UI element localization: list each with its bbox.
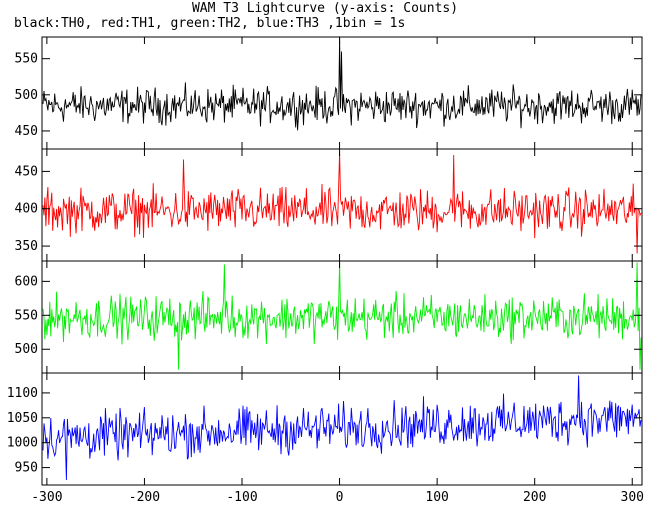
series-line-th1 bbox=[42, 151, 642, 254]
y-tick-label: 400 bbox=[15, 202, 38, 217]
series-line-th2 bbox=[42, 262, 642, 370]
panel-th0: 450 500 550 bbox=[15, 36, 643, 150]
chart-subtitle: black:TH0, red:TH1, green:TH2, blue:TH3 … bbox=[14, 16, 406, 31]
series-line-th3 bbox=[42, 375, 642, 481]
panel-th1: 350 400 450 bbox=[15, 148, 643, 262]
y-tick-label: 500 bbox=[15, 342, 38, 357]
panel-frame bbox=[41, 372, 643, 486]
y-tick-label: 1050 bbox=[7, 411, 38, 426]
y-tick-label: 550 bbox=[15, 52, 38, 67]
y-tick-label: 600 bbox=[15, 274, 38, 289]
y-tick-label: 1000 bbox=[7, 436, 38, 451]
y-tick-label: 950 bbox=[15, 461, 38, 476]
y-tick-label: 550 bbox=[15, 308, 38, 323]
y-tick-label: 350 bbox=[15, 239, 38, 254]
x-tick-label: 300 bbox=[621, 490, 644, 505]
y-tick-label: 500 bbox=[15, 88, 38, 103]
panel-th3: 950 1000 1050 1100 bbox=[7, 372, 643, 486]
chart-title: WAM T3 Lightcurve (y-axis: Counts) bbox=[191, 1, 459, 16]
x-tick-label: -300 bbox=[31, 490, 62, 505]
x-tick-label: 200 bbox=[523, 490, 546, 505]
y-tick-label: 450 bbox=[15, 164, 38, 179]
x-tick-label: -100 bbox=[226, 490, 257, 505]
x-tick-label: 100 bbox=[425, 490, 448, 505]
x-tick-label: 0 bbox=[336, 490, 344, 505]
panel-th2: 500 550 600 bbox=[15, 260, 643, 374]
y-tick-label: 450 bbox=[15, 124, 38, 139]
y-tick-label: 1100 bbox=[7, 386, 38, 401]
x-tick-label: -200 bbox=[129, 490, 160, 505]
series-line-th0 bbox=[42, 37, 642, 131]
